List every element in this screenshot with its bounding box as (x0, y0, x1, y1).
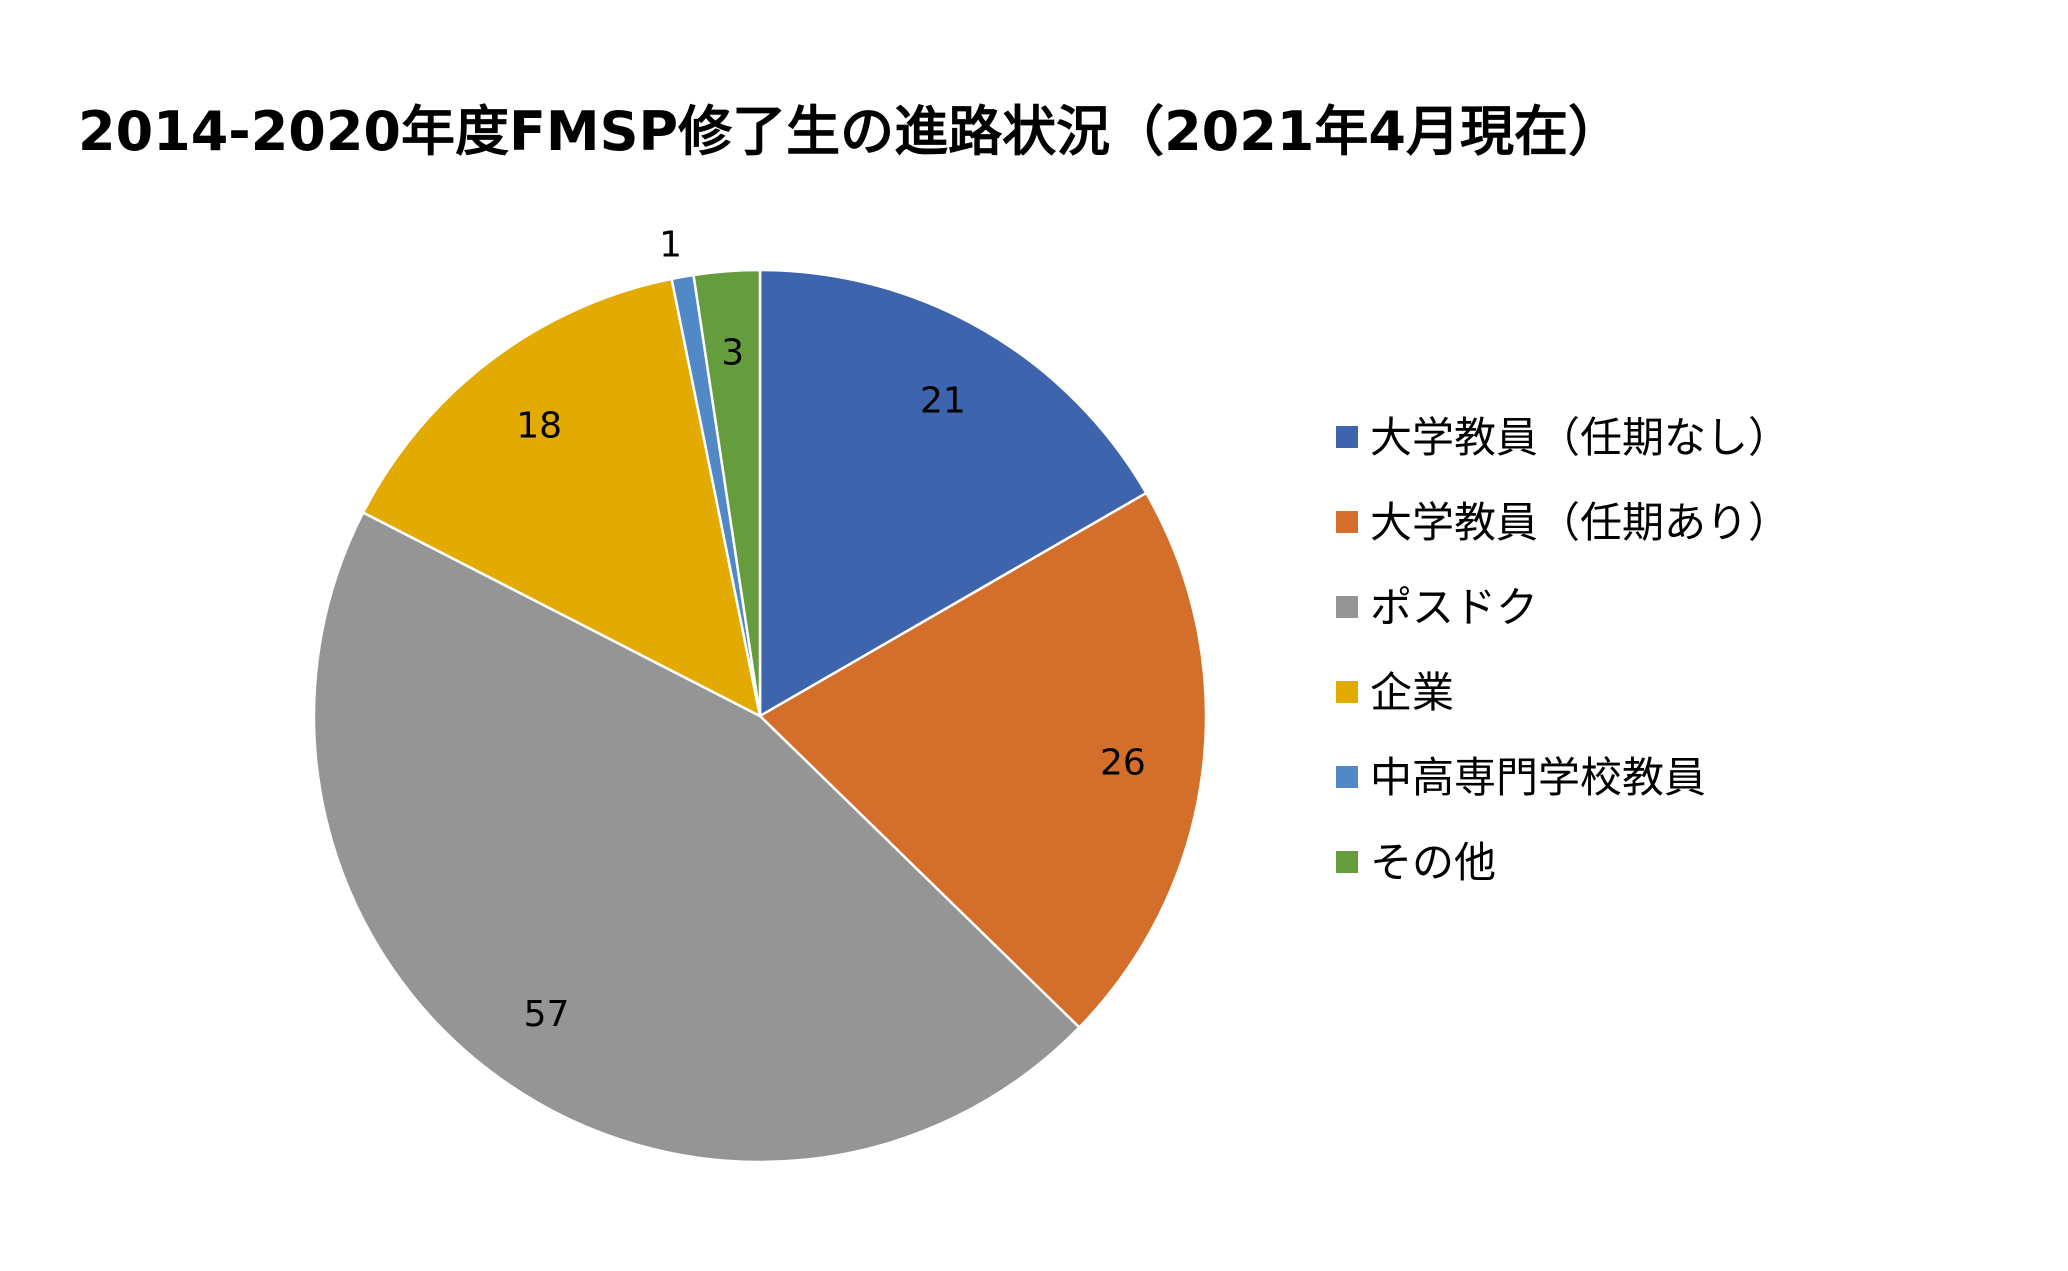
legend-swatch-1 (1336, 511, 1358, 533)
legend-label-5: その他 (1370, 838, 1496, 887)
legend-swatch-5 (1336, 851, 1358, 873)
pie-data-labels: 21 26 57 18 1 3 (516, 224, 1146, 1035)
chart-title: 2014-2020年度FMSP修了生の進路状況（2021年4月現在） (78, 100, 1622, 163)
pie-slices (312, 268, 1208, 1164)
data-label-2: 57 (524, 994, 570, 1035)
data-label-5: 3 (721, 332, 744, 373)
legend-label-0: 大学教員（任期なし） (1370, 413, 1790, 462)
data-label-0: 21 (920, 380, 966, 421)
legend-swatch-0 (1336, 426, 1358, 448)
data-label-3: 18 (516, 406, 562, 447)
pie-slice-5 (692, 268, 762, 717)
legend-label-3: 企業 (1370, 668, 1454, 717)
legend-label-1: 大学教員（任期あり） (1370, 498, 1790, 547)
pie-slice-1 (757, 491, 1208, 1030)
legend-swatch-2 (1336, 596, 1358, 618)
legend-swatch-4 (1336, 766, 1358, 788)
pie-slice-0 (758, 268, 1148, 719)
data-label-1: 26 (1100, 743, 1146, 784)
pie-slice-2 (312, 510, 1082, 1164)
pie-slice-3 (361, 277, 762, 719)
legend-label-4: 中高専門学校教員 (1370, 753, 1706, 802)
legend-label-2: ポスドク (1370, 583, 1538, 632)
legend-swatch-3 (1336, 681, 1358, 703)
data-label-4: 1 (659, 224, 682, 265)
